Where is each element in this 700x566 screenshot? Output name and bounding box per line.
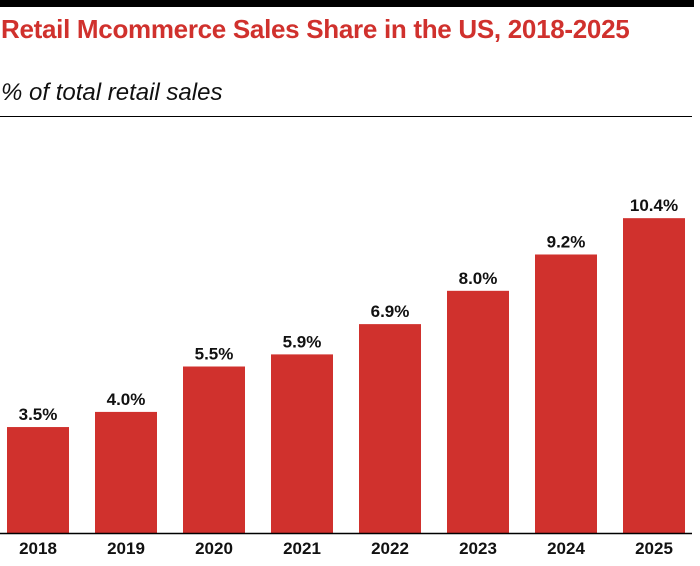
top-rule — [0, 0, 694, 7]
bar-2021 — [271, 354, 333, 533]
bar-2020 — [183, 366, 245, 533]
data-label-2022: 6.9% — [371, 302, 410, 321]
data-label-2020: 5.5% — [195, 345, 234, 364]
bar-2022 — [359, 324, 421, 533]
x-tick-label-2021: 2021 — [283, 539, 321, 558]
bar-2025 — [623, 218, 685, 533]
data-label-2024: 9.2% — [547, 232, 586, 251]
bar-2024 — [535, 254, 597, 533]
x-tick-label-2023: 2023 — [459, 539, 497, 558]
data-label-2018: 3.5% — [19, 405, 58, 424]
x-tick-label-2020: 2020 — [195, 539, 233, 558]
data-label-2019: 4.0% — [107, 390, 146, 409]
subtitle-rule — [0, 116, 692, 117]
x-tick-label-2022: 2022 — [371, 539, 409, 558]
x-tick-label-2019: 2019 — [107, 539, 145, 558]
data-label-2025: 10.4% — [630, 196, 678, 215]
x-tick-label-2018: 2018 — [19, 539, 57, 558]
x-tick-label-2025: 2025 — [635, 539, 673, 558]
chart-subtitle: % of total retail sales — [1, 79, 223, 106]
chart-title: Retail Mcommerce Sales Share in the US, … — [1, 14, 630, 44]
data-label-2023: 8.0% — [459, 269, 498, 288]
x-tick-label-2024: 2024 — [547, 539, 585, 558]
bar-2023 — [447, 290, 509, 533]
data-label-2021: 5.9% — [283, 332, 322, 351]
bar-2018 — [7, 427, 69, 533]
bar-2019 — [95, 411, 157, 533]
